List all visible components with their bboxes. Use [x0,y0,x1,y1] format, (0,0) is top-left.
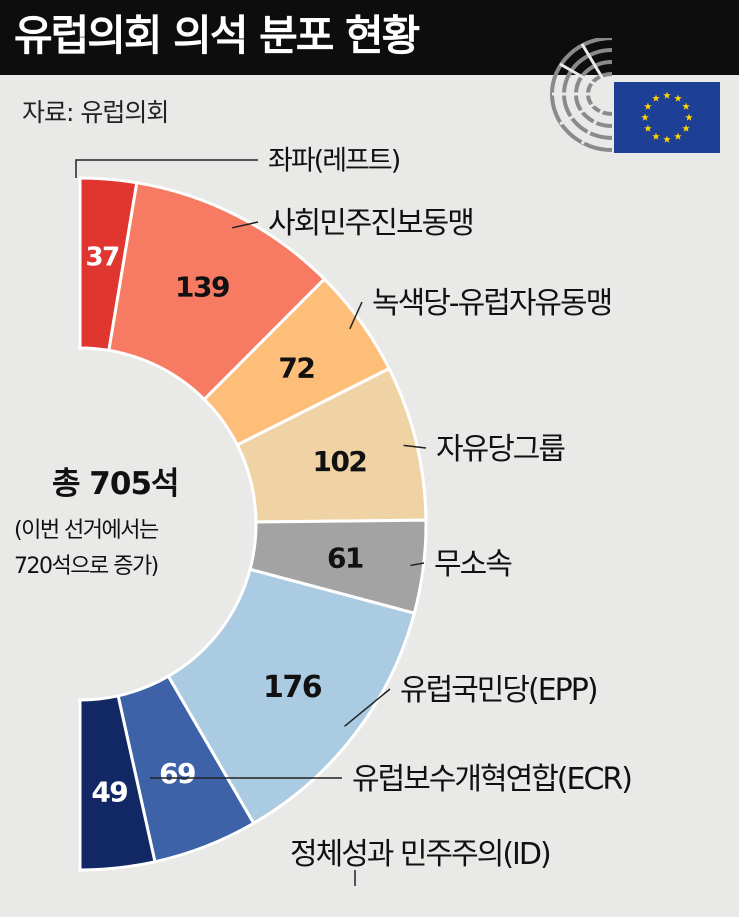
eu-flag-star-icon [644,102,652,110]
eu-flag-star-icon [652,132,660,140]
segment-value-label: 69 [159,757,195,790]
eu-flag-stars [641,91,693,143]
callout-line [349,301,363,330]
party-name-label: 유럽국민당(EPP) [400,673,597,708]
seat-segment [78,694,157,872]
eu-flag-icon [614,82,720,153]
party-name-label: 무소속 [434,547,512,582]
eu-flag-star-icon [652,94,660,102]
eu-flag-star-icon [682,102,690,110]
party-name-label: 사회민주진보동맹 [268,206,473,241]
segment-value-label: 72 [278,352,314,385]
page-title: 유럽의회 의석 분포 현황 [14,11,420,60]
segment-value-label: 139 [175,271,229,304]
total-seats: 총 705석 [52,466,180,502]
callout-line [410,562,425,567]
eu-flag-star-icon [682,124,690,132]
callout-line [403,444,427,449]
eu-flag-star-icon [674,132,682,140]
party-name-label: 자유당그룹 [436,432,565,467]
eu-flag-star-icon [641,113,649,121]
eu-flag-star-icon [663,135,671,143]
source-note: 자료: 유럽의회 [22,98,169,127]
parliament-hemicycle-icon [550,38,614,152]
segment-value-label: 37 [86,242,120,272]
segment-value-label: 102 [312,445,366,478]
callout-line [232,221,259,229]
segment-value-label: 49 [91,775,127,808]
party-name-label: 녹색당-유럽자유동맹 [372,286,611,321]
eu-flag-star-icon [674,94,682,102]
callout-line [75,159,258,178]
title-bar: 유럽의회 의석 분포 현황 [0,0,739,75]
eu-flag-star-icon [644,124,652,132]
party-name-label: 좌파(레프트) [268,146,400,177]
seat-segment [166,567,417,826]
eu-flag-star-icon [685,113,693,121]
callout-line [344,688,391,727]
total-note-line2: 720석으로 증가) [14,554,159,579]
total-note-line1: (이번 선거에서는 [14,518,159,543]
party-name-label: 유럽보수개혁연합(ECR) [352,762,631,797]
party-name-label: 정체성과 민주주의(ID) [290,837,550,872]
segment-value-label: 61 [327,541,363,574]
segment-value-label: 176 [263,670,322,705]
eu-flag-star-icon [663,91,671,99]
